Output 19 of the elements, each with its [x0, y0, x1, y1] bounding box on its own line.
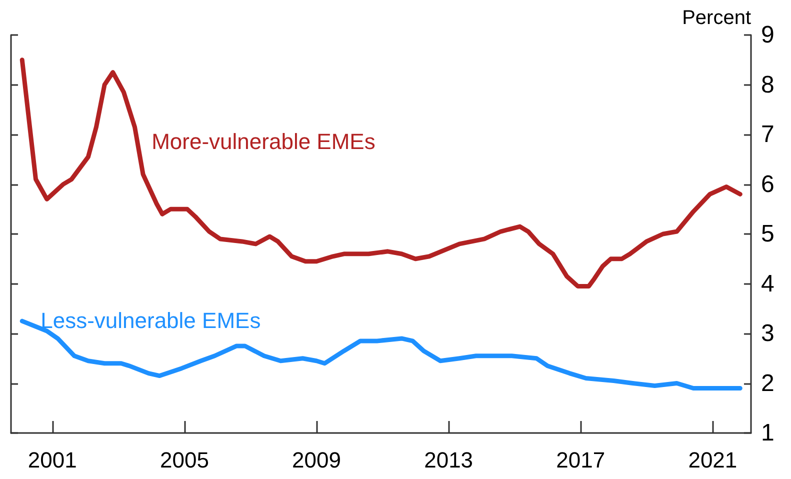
y-tick-label: 7 [761, 121, 774, 148]
x-tick-label: 2017 [556, 448, 606, 472]
y-tick-label: 9 [761, 22, 774, 48]
y-tick-label: 4 [761, 270, 774, 298]
x-tick-label: 2021 [688, 448, 738, 472]
y-tick-label: 8 [761, 71, 774, 98]
series-label: Less-vulnerable EMEs [40, 308, 261, 334]
x-tick-label: 2001 [28, 448, 77, 472]
y-tick-label: 3 [761, 320, 774, 347]
x-tick-label: 2013 [424, 448, 474, 472]
series-label: More-vulnerable EMEs [152, 129, 376, 154]
y-tick-label: 5 [761, 220, 774, 248]
line-series [20, 58, 742, 288]
y-tick-label: 6 [761, 170, 774, 198]
x-tick-label: 2005 [160, 448, 209, 472]
y-axis-title: Percent [682, 7, 752, 29]
y-tick-label: 1 [761, 420, 774, 446]
x-tick-label: 2009 [292, 448, 341, 472]
y-tick-label: 2 [761, 370, 774, 397]
